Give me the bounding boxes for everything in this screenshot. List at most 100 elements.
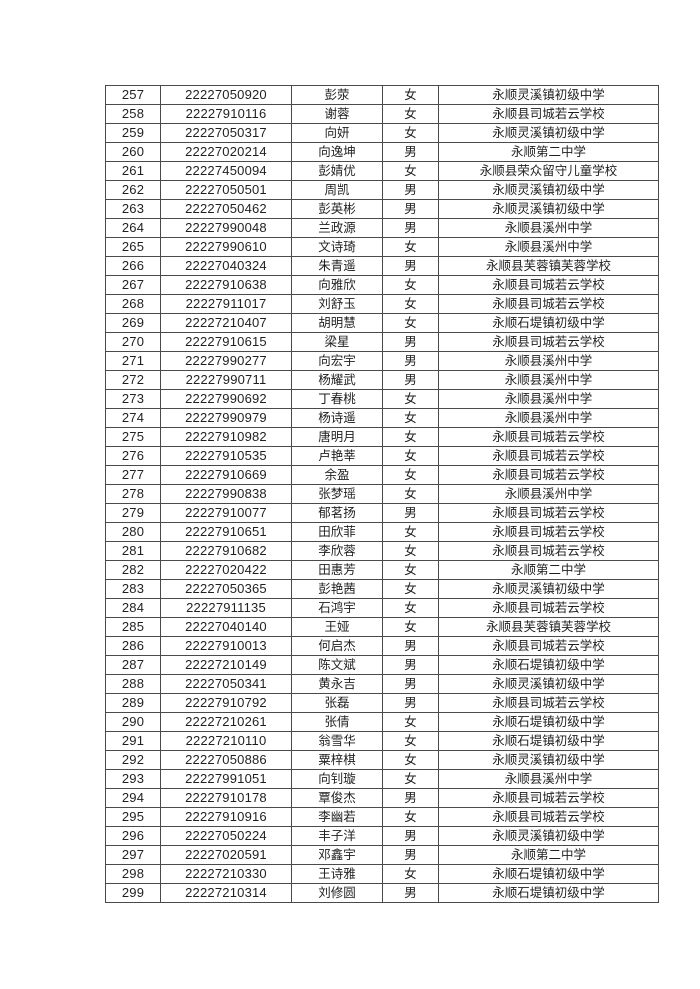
table-row: 269 22227210407 胡明慧女永顺石堤镇初级中学: [105, 313, 659, 333]
cell-gender: 男: [382, 199, 439, 219]
cell-gender: 男: [382, 142, 439, 162]
cell-school: 永顺县溪州中学: [438, 237, 659, 257]
cell-serial-number: 275: [105, 427, 161, 447]
cell-student-name: 余盈: [291, 465, 383, 485]
table-row: 295 22227910916 李幽若女永顺县司城若云学校: [105, 807, 659, 827]
cell-gender: 男: [382, 826, 439, 846]
cell-school: 永顺灵溪镇初级中学: [438, 123, 659, 143]
cell-school: 永顺石堤镇初级中学: [438, 313, 659, 333]
cell-school: 永顺第二中学: [438, 845, 659, 865]
cell-student-name: 何启杰: [291, 636, 383, 656]
cell-exam-number: 22227910682: [160, 541, 292, 561]
cell-school: 永顺县司城若云学校: [438, 693, 659, 713]
cell-student-name: 田惠芳: [291, 560, 383, 580]
cell-student-name: 田欣菲: [291, 522, 383, 542]
cell-serial-number: 281: [105, 541, 161, 561]
cell-student-name: 丁春桃: [291, 389, 383, 409]
cell-gender: 女: [382, 237, 439, 257]
cell-student-name: 谢蓉: [291, 104, 383, 124]
cell-exam-number: 22227990979: [160, 408, 292, 428]
table-row: 260 22227020214 向逸坤男永顺第二中学: [105, 142, 659, 162]
cell-exam-number: 22227210110: [160, 731, 292, 751]
cell-serial-number: 291: [105, 731, 161, 751]
cell-student-name: 刘舒玉: [291, 294, 383, 314]
table-row: 263 22227050462 彭英彬男永顺灵溪镇初级中学: [105, 199, 659, 219]
cell-gender: 女: [382, 389, 439, 409]
table-row: 273 22227990692 丁春桃女永顺县溪州中学: [105, 389, 659, 409]
cell-exam-number: 22227050317: [160, 123, 292, 143]
cell-gender: 女: [382, 864, 439, 884]
cell-exam-number: 22227210407: [160, 313, 292, 333]
cell-serial-number: 298: [105, 864, 161, 884]
cell-exam-number: 22227040324: [160, 256, 292, 276]
cell-student-name: 邓鑫宇: [291, 845, 383, 865]
table-row: 281 22227910682 李欣蓉女永顺县司城若云学校: [105, 541, 659, 561]
table-row: 293 22227991051 向钊璇女永顺县溪州中学: [105, 769, 659, 789]
cell-school: 永顺县溪州中学: [438, 218, 659, 238]
cell-school: 永顺石堤镇初级中学: [438, 655, 659, 675]
cell-exam-number: 22227050462: [160, 199, 292, 219]
cell-serial-number: 259: [105, 123, 161, 143]
cell-school: 永顺石堤镇初级中学: [438, 883, 659, 903]
cell-gender: 男: [382, 503, 439, 523]
cell-student-name: 文诗琦: [291, 237, 383, 257]
table-row: 288 22227050341 黄永吉男永顺灵溪镇初级中学: [105, 674, 659, 694]
cell-student-name: 郁茗扬: [291, 503, 383, 523]
cell-student-name: 张梦瑶: [291, 484, 383, 504]
cell-student-name: 李幽若: [291, 807, 383, 827]
table-row: 284 22227911135 石鸿宇女永顺县司城若云学校: [105, 598, 659, 618]
cell-serial-number: 289: [105, 693, 161, 713]
cell-gender: 男: [382, 180, 439, 200]
cell-gender: 女: [382, 769, 439, 789]
cell-student-name: 翁雪华: [291, 731, 383, 751]
table-row: 297 22227020591 邓鑫宇男永顺第二中学: [105, 845, 659, 865]
table-row: 277 22227910669 余盈女永顺县司城若云学校: [105, 465, 659, 485]
cell-school: 永顺县司城若云学校: [438, 636, 659, 656]
cell-school: 永顺第二中学: [438, 142, 659, 162]
table-row: 290 22227210261 张倩女永顺石堤镇初级中学: [105, 712, 659, 732]
cell-serial-number: 287: [105, 655, 161, 675]
cell-gender: 女: [382, 598, 439, 618]
cell-serial-number: 272: [105, 370, 161, 390]
cell-gender: 女: [382, 465, 439, 485]
cell-exam-number: 22227050341: [160, 674, 292, 694]
cell-serial-number: 268: [105, 294, 161, 314]
student-roster-table: 257 22227050920 彭荥女永顺灵溪镇初级中学 258 22227910116…: [105, 85, 659, 903]
cell-serial-number: 263: [105, 199, 161, 219]
cell-student-name: 李欣蓉: [291, 541, 383, 561]
table-row: 270 22227910615 梁星男永顺县司城若云学校: [105, 332, 659, 352]
cell-gender: 女: [382, 313, 439, 333]
table-row: 275 22227910982 唐明月女永顺县司城若云学校: [105, 427, 659, 447]
cell-school: 永顺县溪州中学: [438, 351, 659, 371]
cell-exam-number: 22227911017: [160, 294, 292, 314]
cell-school: 永顺县芙蓉镇芙蓉学校: [438, 617, 659, 637]
cell-exam-number: 22227990838: [160, 484, 292, 504]
cell-gender: 女: [382, 275, 439, 295]
cell-serial-number: 285: [105, 617, 161, 637]
cell-serial-number: 292: [105, 750, 161, 770]
cell-exam-number: 22227210149: [160, 655, 292, 675]
cell-serial-number: 295: [105, 807, 161, 827]
cell-exam-number: 22227990277: [160, 351, 292, 371]
table-row: 272 22227990711 杨耀武男永顺县溪州中学: [105, 370, 659, 390]
cell-gender: 女: [382, 750, 439, 770]
cell-school: 永顺县溪州中学: [438, 370, 659, 390]
cell-student-name: 王娅: [291, 617, 383, 637]
cell-exam-number: 22227990692: [160, 389, 292, 409]
cell-serial-number: 260: [105, 142, 161, 162]
cell-exam-number: 22227050224: [160, 826, 292, 846]
cell-student-name: 覃俊杰: [291, 788, 383, 808]
cell-gender: 女: [382, 446, 439, 466]
table-body: 257 22227050920 彭荥女永顺灵溪镇初级中学 258 22227910116…: [105, 85, 659, 903]
cell-exam-number: 22227910178: [160, 788, 292, 808]
table-row: 285 22227040140 王娅女永顺县芙蓉镇芙蓉学校: [105, 617, 659, 637]
cell-gender: 男: [382, 370, 439, 390]
cell-gender: 女: [382, 484, 439, 504]
cell-gender: 男: [382, 655, 439, 675]
cell-serial-number: 278: [105, 484, 161, 504]
table-row: 287 22227210149 陈文斌男永顺石堤镇初级中学: [105, 655, 659, 675]
cell-serial-number: 279: [105, 503, 161, 523]
cell-school: 永顺石堤镇初级中学: [438, 731, 659, 751]
cell-serial-number: 283: [105, 579, 161, 599]
